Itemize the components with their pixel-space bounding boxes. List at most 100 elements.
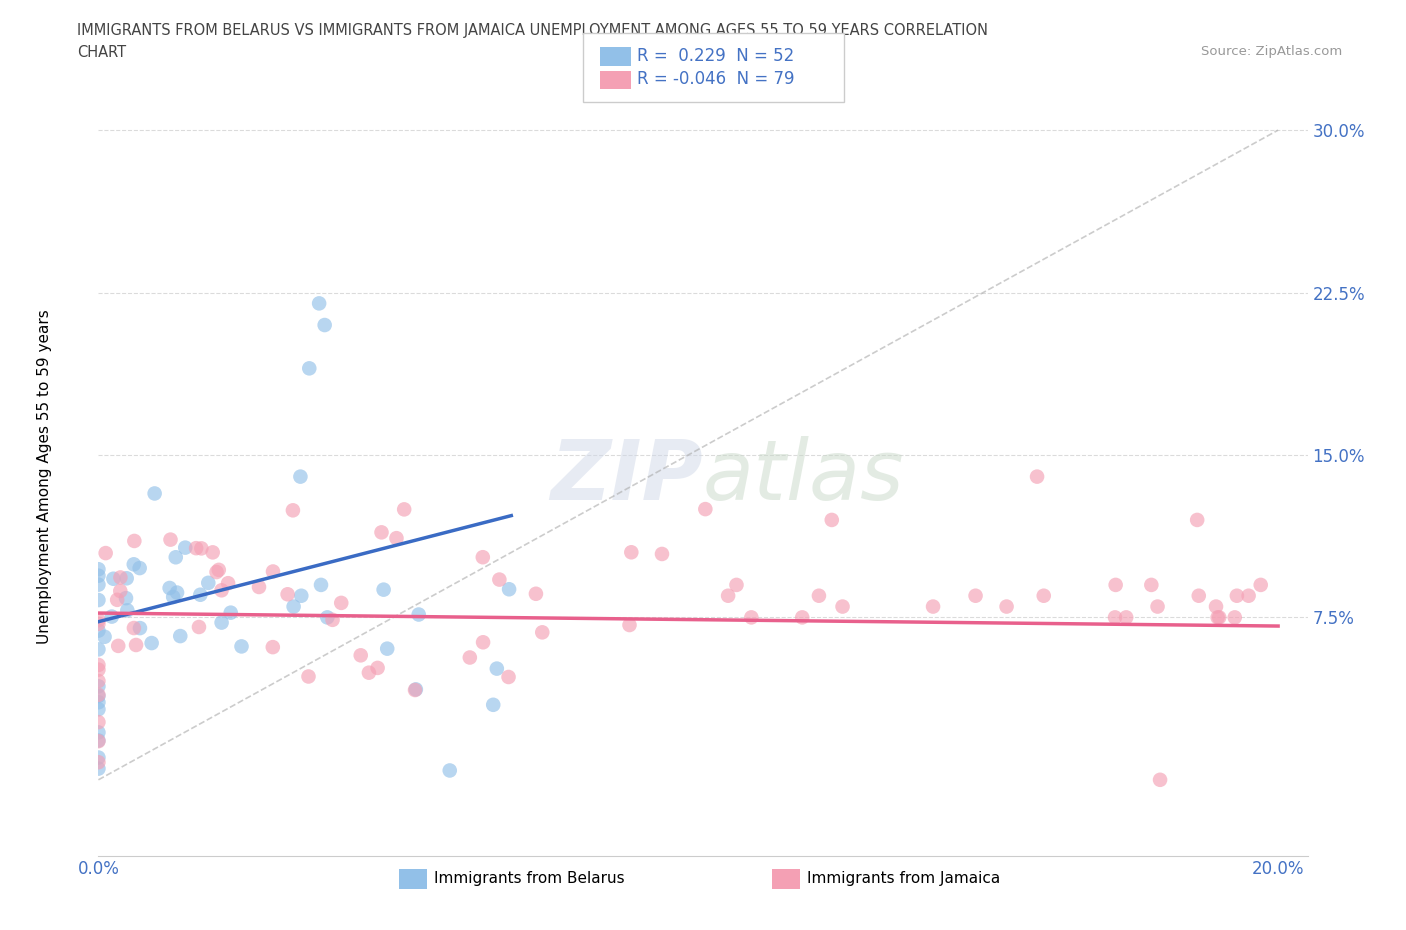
Point bbox=[290, 469, 312, 484]
Text: Source: ZipAtlas.com: Source: ZipAtlas.com bbox=[1202, 45, 1343, 58]
Point bbox=[87, 592, 110, 607]
Point bbox=[162, 590, 184, 604]
Text: Unemployment Among Ages 55 to 59 years: Unemployment Among Ages 55 to 59 years bbox=[37, 310, 52, 644]
Point bbox=[122, 620, 145, 635]
Point bbox=[488, 572, 510, 587]
Point bbox=[94, 546, 117, 561]
Text: atlas: atlas bbox=[703, 436, 904, 517]
Point bbox=[211, 583, 233, 598]
Point bbox=[87, 688, 110, 703]
Point bbox=[316, 610, 339, 625]
Point bbox=[184, 540, 207, 555]
Point bbox=[471, 550, 494, 565]
Point bbox=[190, 541, 212, 556]
Point bbox=[125, 638, 148, 653]
Point bbox=[87, 658, 110, 672]
Text: R =  0.229  N = 52: R = 0.229 N = 52 bbox=[637, 46, 794, 65]
Point bbox=[1208, 610, 1230, 625]
Point bbox=[350, 648, 373, 663]
Point bbox=[87, 578, 110, 592]
Text: R = -0.046  N = 79: R = -0.046 N = 79 bbox=[637, 70, 794, 88]
Point bbox=[87, 761, 110, 776]
Point bbox=[367, 660, 389, 675]
Text: IMMIGRANTS FROM BELARUS VS IMMIGRANTS FROM JAMAICA UNEMPLOYMENT AMONG AGES 55 TO: IMMIGRANTS FROM BELARUS VS IMMIGRANTS FR… bbox=[77, 23, 988, 38]
Point bbox=[498, 582, 520, 597]
Point bbox=[262, 640, 284, 655]
Point bbox=[807, 589, 830, 604]
Point bbox=[217, 576, 239, 591]
Point bbox=[87, 714, 110, 729]
Point bbox=[143, 486, 166, 501]
Text: Immigrants from Jamaica: Immigrants from Jamaica bbox=[807, 871, 1000, 886]
Point bbox=[87, 662, 110, 677]
Point bbox=[87, 734, 110, 749]
Point bbox=[314, 318, 336, 333]
Point bbox=[277, 587, 299, 602]
Point bbox=[247, 579, 270, 594]
Point bbox=[1146, 599, 1168, 614]
Point bbox=[103, 571, 125, 586]
Text: ZIP: ZIP bbox=[550, 436, 703, 517]
Point bbox=[110, 570, 132, 585]
Point bbox=[122, 557, 145, 572]
Point bbox=[1188, 589, 1211, 604]
Point bbox=[87, 673, 110, 688]
Point bbox=[995, 599, 1018, 614]
Point bbox=[93, 630, 115, 644]
Point bbox=[87, 613, 110, 628]
Point bbox=[385, 531, 408, 546]
Point bbox=[169, 629, 191, 644]
Text: Immigrants from Belarus: Immigrants from Belarus bbox=[434, 871, 626, 886]
Point bbox=[725, 578, 748, 592]
Point bbox=[375, 641, 398, 656]
Point bbox=[717, 589, 740, 604]
Point bbox=[165, 550, 187, 565]
Point bbox=[531, 625, 554, 640]
Point bbox=[740, 610, 762, 625]
Point bbox=[105, 592, 128, 607]
Point bbox=[1250, 578, 1272, 592]
Point bbox=[110, 583, 132, 598]
Point bbox=[87, 679, 110, 694]
Point bbox=[87, 642, 110, 657]
Point bbox=[87, 755, 110, 770]
Point bbox=[405, 682, 427, 697]
Point bbox=[219, 605, 242, 620]
Point bbox=[965, 589, 987, 604]
Point bbox=[458, 650, 481, 665]
Point bbox=[174, 540, 197, 555]
Point bbox=[695, 501, 717, 516]
Point bbox=[373, 582, 395, 597]
Point bbox=[128, 561, 150, 576]
Point bbox=[831, 599, 853, 614]
Point bbox=[392, 502, 415, 517]
Point bbox=[485, 661, 508, 676]
Point bbox=[1149, 772, 1171, 787]
Point bbox=[262, 565, 284, 579]
Point bbox=[87, 702, 110, 717]
Point bbox=[482, 698, 505, 712]
Point bbox=[1226, 589, 1249, 604]
Point bbox=[87, 751, 110, 765]
Point bbox=[472, 635, 495, 650]
Point bbox=[1104, 578, 1126, 592]
Point bbox=[309, 578, 332, 592]
Point bbox=[124, 534, 146, 549]
Point bbox=[1026, 469, 1049, 484]
Point bbox=[1223, 610, 1246, 625]
Point bbox=[1237, 589, 1260, 604]
Text: CHART: CHART bbox=[77, 45, 127, 60]
Point bbox=[129, 620, 152, 635]
Point bbox=[281, 503, 304, 518]
Point bbox=[821, 512, 844, 527]
Point bbox=[141, 635, 163, 650]
Point bbox=[290, 589, 312, 604]
Point bbox=[87, 617, 110, 631]
Point bbox=[404, 683, 426, 698]
Point bbox=[524, 586, 547, 601]
Point bbox=[651, 547, 673, 562]
Point bbox=[101, 609, 124, 624]
Point bbox=[205, 565, 228, 579]
Point bbox=[297, 669, 319, 684]
Point bbox=[115, 571, 138, 586]
